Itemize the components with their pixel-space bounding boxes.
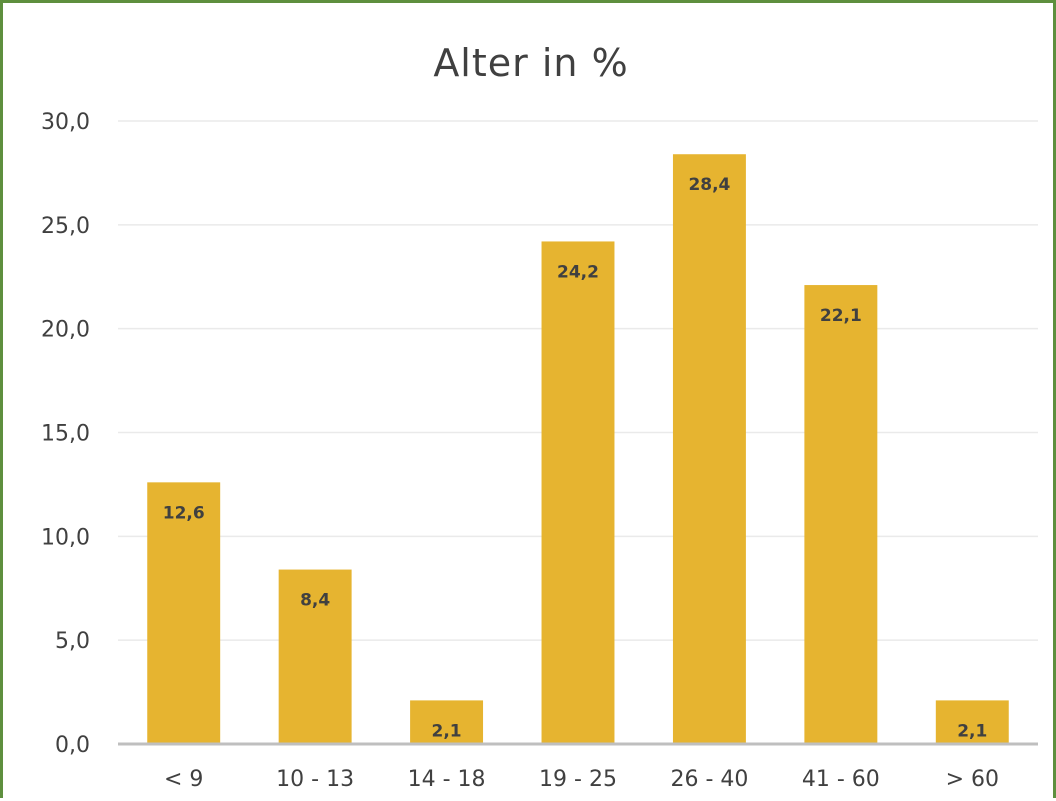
x-tick-label: > 60	[946, 767, 999, 792]
y-tick-label: 10,0	[41, 525, 90, 550]
bars: 12,6 8,4 2,1 24,2 28,4 22,1 2,1	[147, 154, 1009, 745]
y-tick-label: 15,0	[41, 422, 90, 447]
bar-value-label: 8,4	[300, 591, 330, 611]
bar	[278, 569, 352, 744]
bar-value-label: 24,2	[557, 262, 599, 282]
x-tick-label: 10 - 13	[276, 767, 354, 792]
bar	[541, 241, 615, 745]
bar	[804, 285, 878, 744]
y-tick-label: 0,0	[55, 733, 90, 758]
y-tick-label: 30,0	[41, 110, 90, 135]
bar-value-label: 2,1	[957, 721, 987, 741]
bar-chart-plot: 0,0 5,0 10,0 15,0 20,0 25,0 30,0 12,6 8,4 2,1 24,…	[41, 110, 1038, 792]
x-tick-label: 41 - 60	[802, 767, 880, 792]
y-tick-label: 20,0	[41, 318, 90, 343]
bar	[147, 482, 221, 744]
x-tick-label: 26 - 40	[670, 767, 748, 792]
bar	[672, 154, 746, 744]
bar-value-label: 22,1	[820, 306, 862, 326]
y-tick-label: 5,0	[55, 629, 90, 654]
x-tick-label: < 9	[164, 767, 203, 792]
y-axis-tick-labels: 0,0 5,0 10,0 15,0 20,0 25,0 30,0	[41, 110, 90, 758]
bar-value-label: 2,1	[432, 721, 462, 741]
chart-title: Alter in %	[433, 41, 629, 85]
x-tick-label: 19 - 25	[539, 767, 617, 792]
bar	[410, 700, 484, 744]
bar-value-label: 12,6	[163, 503, 205, 523]
bar	[935, 700, 1009, 744]
x-tick-label: 14 - 18	[408, 767, 486, 792]
bar-value-label: 28,4	[688, 175, 730, 195]
x-axis-tick-labels: < 9 10 - 13 14 - 18 19 - 25 26 - 40 41 - 60 > …	[164, 767, 999, 792]
y-tick-label: 25,0	[41, 214, 90, 239]
